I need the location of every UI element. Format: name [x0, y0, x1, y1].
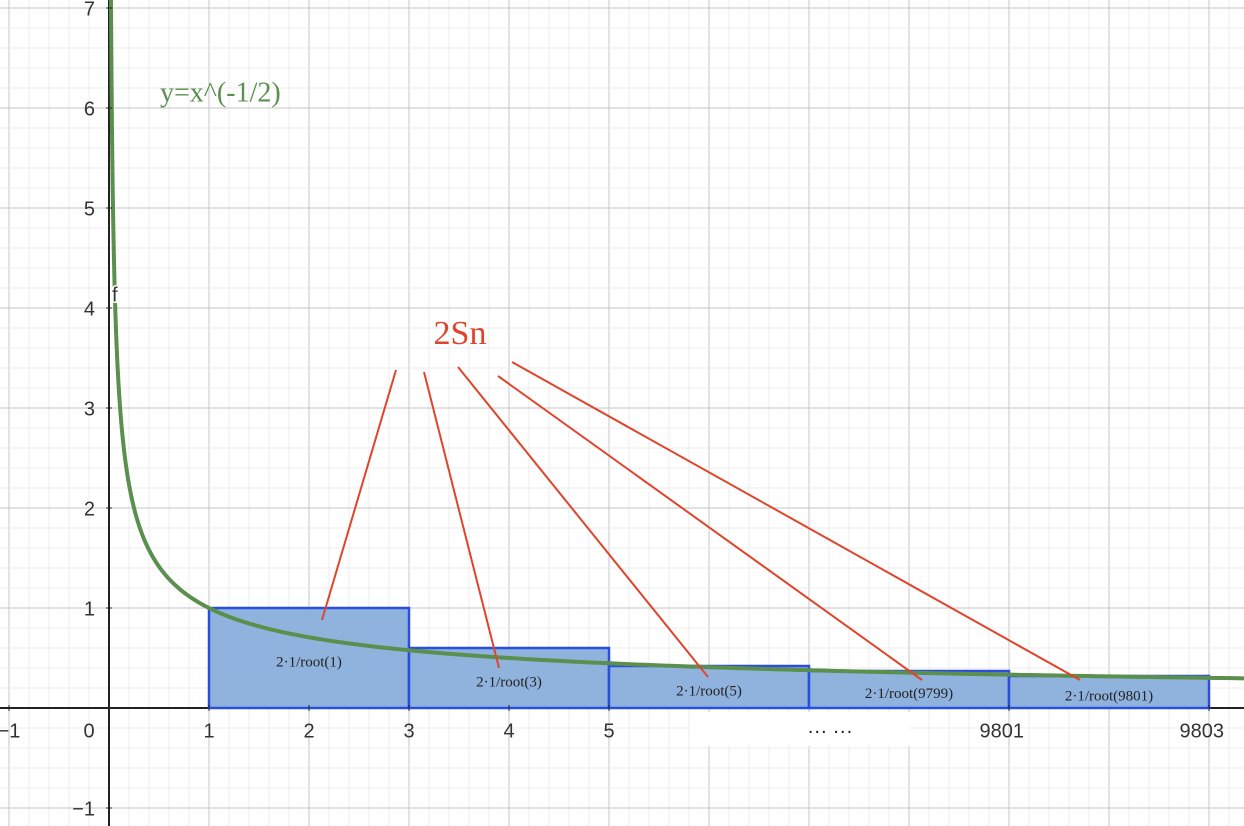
pointer	[457, 366, 709, 678]
x-tick-label: 2	[303, 720, 314, 742]
y-tick-label: −1	[72, 798, 95, 820]
rectangle-label: 2·1/root(5)	[676, 683, 742, 699]
rectangles	[207, 606, 1211, 710]
x-tick-label: 9803	[1180, 720, 1225, 742]
x-tick-label: 4	[503, 720, 514, 742]
curve	[108, 0, 1244, 681]
ellipsis: ··· ···	[807, 720, 853, 742]
y-tick-label: 3	[84, 398, 95, 420]
ticks: −1 0 1 2 3 4 5 9801 9803 −1 1 2 3 4 5 6 7	[0, 0, 1224, 820]
y-tick-label: 6	[84, 98, 95, 120]
pointer	[511, 361, 1081, 681]
rectangle-label: 2·1/root(9801)	[1065, 688, 1153, 704]
pointer	[321, 369, 397, 621]
x-tick-label: 0	[83, 720, 94, 742]
curve-layer: y=x^(-1/2) f	[108, 0, 1244, 681]
y-tick-label: 5	[84, 198, 95, 220]
point-label: f	[112, 284, 118, 306]
x-tick-label: 1	[203, 720, 214, 742]
y-tick-label: 7	[84, 0, 95, 20]
x-tick-label: 5	[603, 720, 614, 742]
y-tick-label: 1	[84, 598, 95, 620]
x-tick-label: 9801	[980, 720, 1025, 742]
x-tick-label: −1	[0, 720, 20, 742]
rectangle	[807, 669, 1011, 710]
rectangle-label: 2·1/root(1)	[276, 654, 342, 670]
pointer	[423, 371, 500, 669]
curve-label: y=x^(-1/2)	[160, 77, 281, 108]
rectangle-label: 2·1/root(3)	[476, 674, 542, 690]
annotation-lines	[321, 361, 1081, 681]
x-tick-label: 3	[403, 720, 414, 742]
rectangle	[607, 664, 811, 710]
label-mask	[690, 712, 910, 746]
y-tick-label: 4	[84, 298, 95, 320]
rectangle-label: 2·1/root(9799)	[865, 686, 953, 702]
rectangle	[1007, 674, 1211, 710]
y-tick-label: 2	[84, 498, 95, 520]
pointer	[497, 375, 923, 681]
annotation: 2Sn	[434, 315, 487, 352]
